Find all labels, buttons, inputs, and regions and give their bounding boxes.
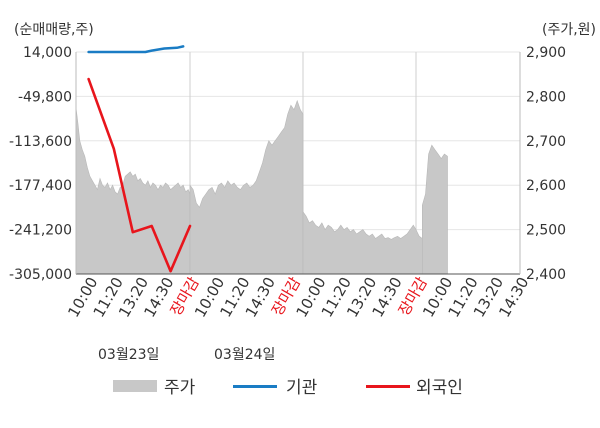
legend-swatch-price: [113, 380, 157, 392]
right-tick-label: 2,400: [526, 267, 566, 283]
legend-swatch-foreign: [366, 385, 410, 388]
date-label-day1: 03월23일: [98, 347, 159, 363]
left-tick-label: 14,000: [23, 45, 72, 61]
left-axis-unit: (순매매량,주): [14, 22, 94, 38]
date-label-day2: 03월24일: [214, 347, 275, 363]
plot-frame: [75, 52, 521, 275]
net-trade-lines: [87, 45, 192, 273]
left-tick-label: -241,200: [9, 223, 72, 239]
right-tick-label: 2,700: [526, 134, 566, 150]
right-tick-label: 2,800: [526, 89, 566, 105]
price-area-series: [75, 99, 448, 275]
left-axis-ticks: 14,000 -49,800 -113,600 -177,400 -241,200 -30…: [9, 45, 72, 283]
left-tick-label: -113,600: [9, 134, 72, 150]
left-tick-label: -177,400: [9, 178, 72, 194]
legend-label-institution: 기관: [286, 378, 317, 398]
series-line-foreign: [87, 77, 192, 273]
right-tick-label: 2,600: [526, 178, 566, 194]
left-tick-label: -305,000: [9, 267, 72, 283]
legend-swatch-institution: [233, 385, 277, 388]
legend-label-price: 주가: [164, 378, 196, 398]
right-tick-label: 2,500: [526, 223, 566, 239]
price-area-segment-1: [75, 107, 191, 275]
left-tick-label: -49,800: [18, 89, 72, 105]
right-axis-ticks: 2,900 2,800 2,700 2,600 2,500 2,400: [526, 45, 566, 283]
right-axis-unit: (주가,원): [542, 22, 596, 38]
legend-label-foreign: 외국인: [416, 378, 463, 398]
series-line-institution: [87, 45, 185, 54]
right-tick-label: 2,900: [526, 45, 566, 61]
price-area-segment-2: [189, 99, 304, 275]
x-axis-ticks: 10:0011:2013:2014:30장마감10:0011:2014:30장마…: [64, 274, 532, 321]
price-area-segment-3: [302, 210, 423, 275]
price-area-segment-4: [422, 144, 448, 275]
legend: 주가 기관 외국인: [113, 378, 463, 398]
